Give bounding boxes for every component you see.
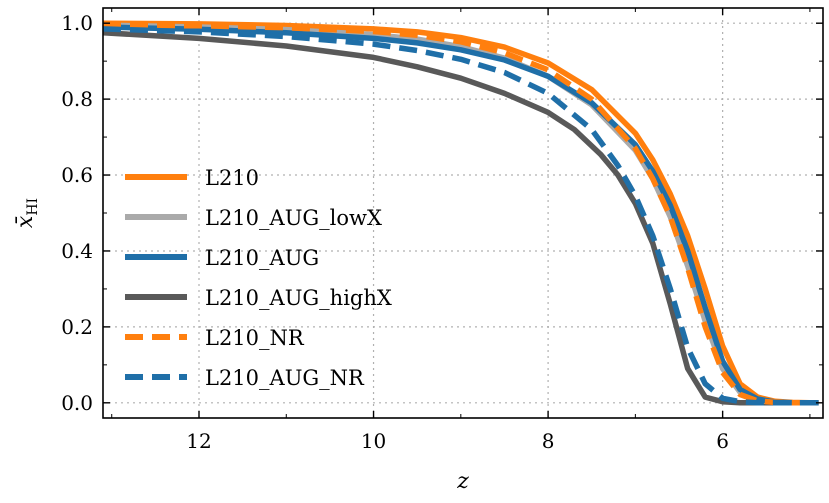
legend-label: L210 bbox=[205, 166, 259, 190]
series-line-l210-aug-nr bbox=[103, 26, 819, 406]
y-tick-label: 0.2 bbox=[61, 315, 93, 339]
tick-labels: 12 10 8 6 0.0 0.2 0.4 0.6 0.8 1.0 bbox=[61, 11, 729, 453]
x-tick-label: 8 bbox=[542, 429, 555, 453]
legend-label: L210_AUG_lowX bbox=[205, 206, 382, 230]
y-tick-label: 1.0 bbox=[61, 11, 93, 35]
legend-label: L210_AUG_highX bbox=[205, 286, 392, 310]
y-tick-label: 0.8 bbox=[61, 87, 93, 111]
x-tick-label: 12 bbox=[186, 429, 211, 453]
x-tick-label: 10 bbox=[361, 429, 386, 453]
series-layer bbox=[103, 20, 819, 406]
y-tick-label: 0.0 bbox=[61, 391, 93, 415]
x-tick-label: 6 bbox=[716, 429, 729, 453]
y-axis-label-main: x̄ bbox=[13, 215, 38, 228]
legend-label: L210_AUG bbox=[205, 246, 319, 270]
series-line-l210-nr bbox=[103, 22, 819, 406]
legend-label: L210_AUG_NR bbox=[205, 366, 365, 390]
axis-ticks bbox=[103, 8, 823, 418]
legend: L210 L210_AUG_lowX L210_AUG L210_AUG_highX L… bbox=[125, 166, 392, 390]
y-tick-label: 0.4 bbox=[61, 239, 93, 263]
y-axis-label-sub: HI bbox=[25, 198, 41, 216]
legend-label: L210_NR bbox=[205, 326, 305, 350]
x-axis-label: z bbox=[456, 469, 469, 494]
y-axis-label: x̄HI bbox=[13, 198, 41, 228]
y-tick-label: 0.6 bbox=[61, 163, 93, 187]
